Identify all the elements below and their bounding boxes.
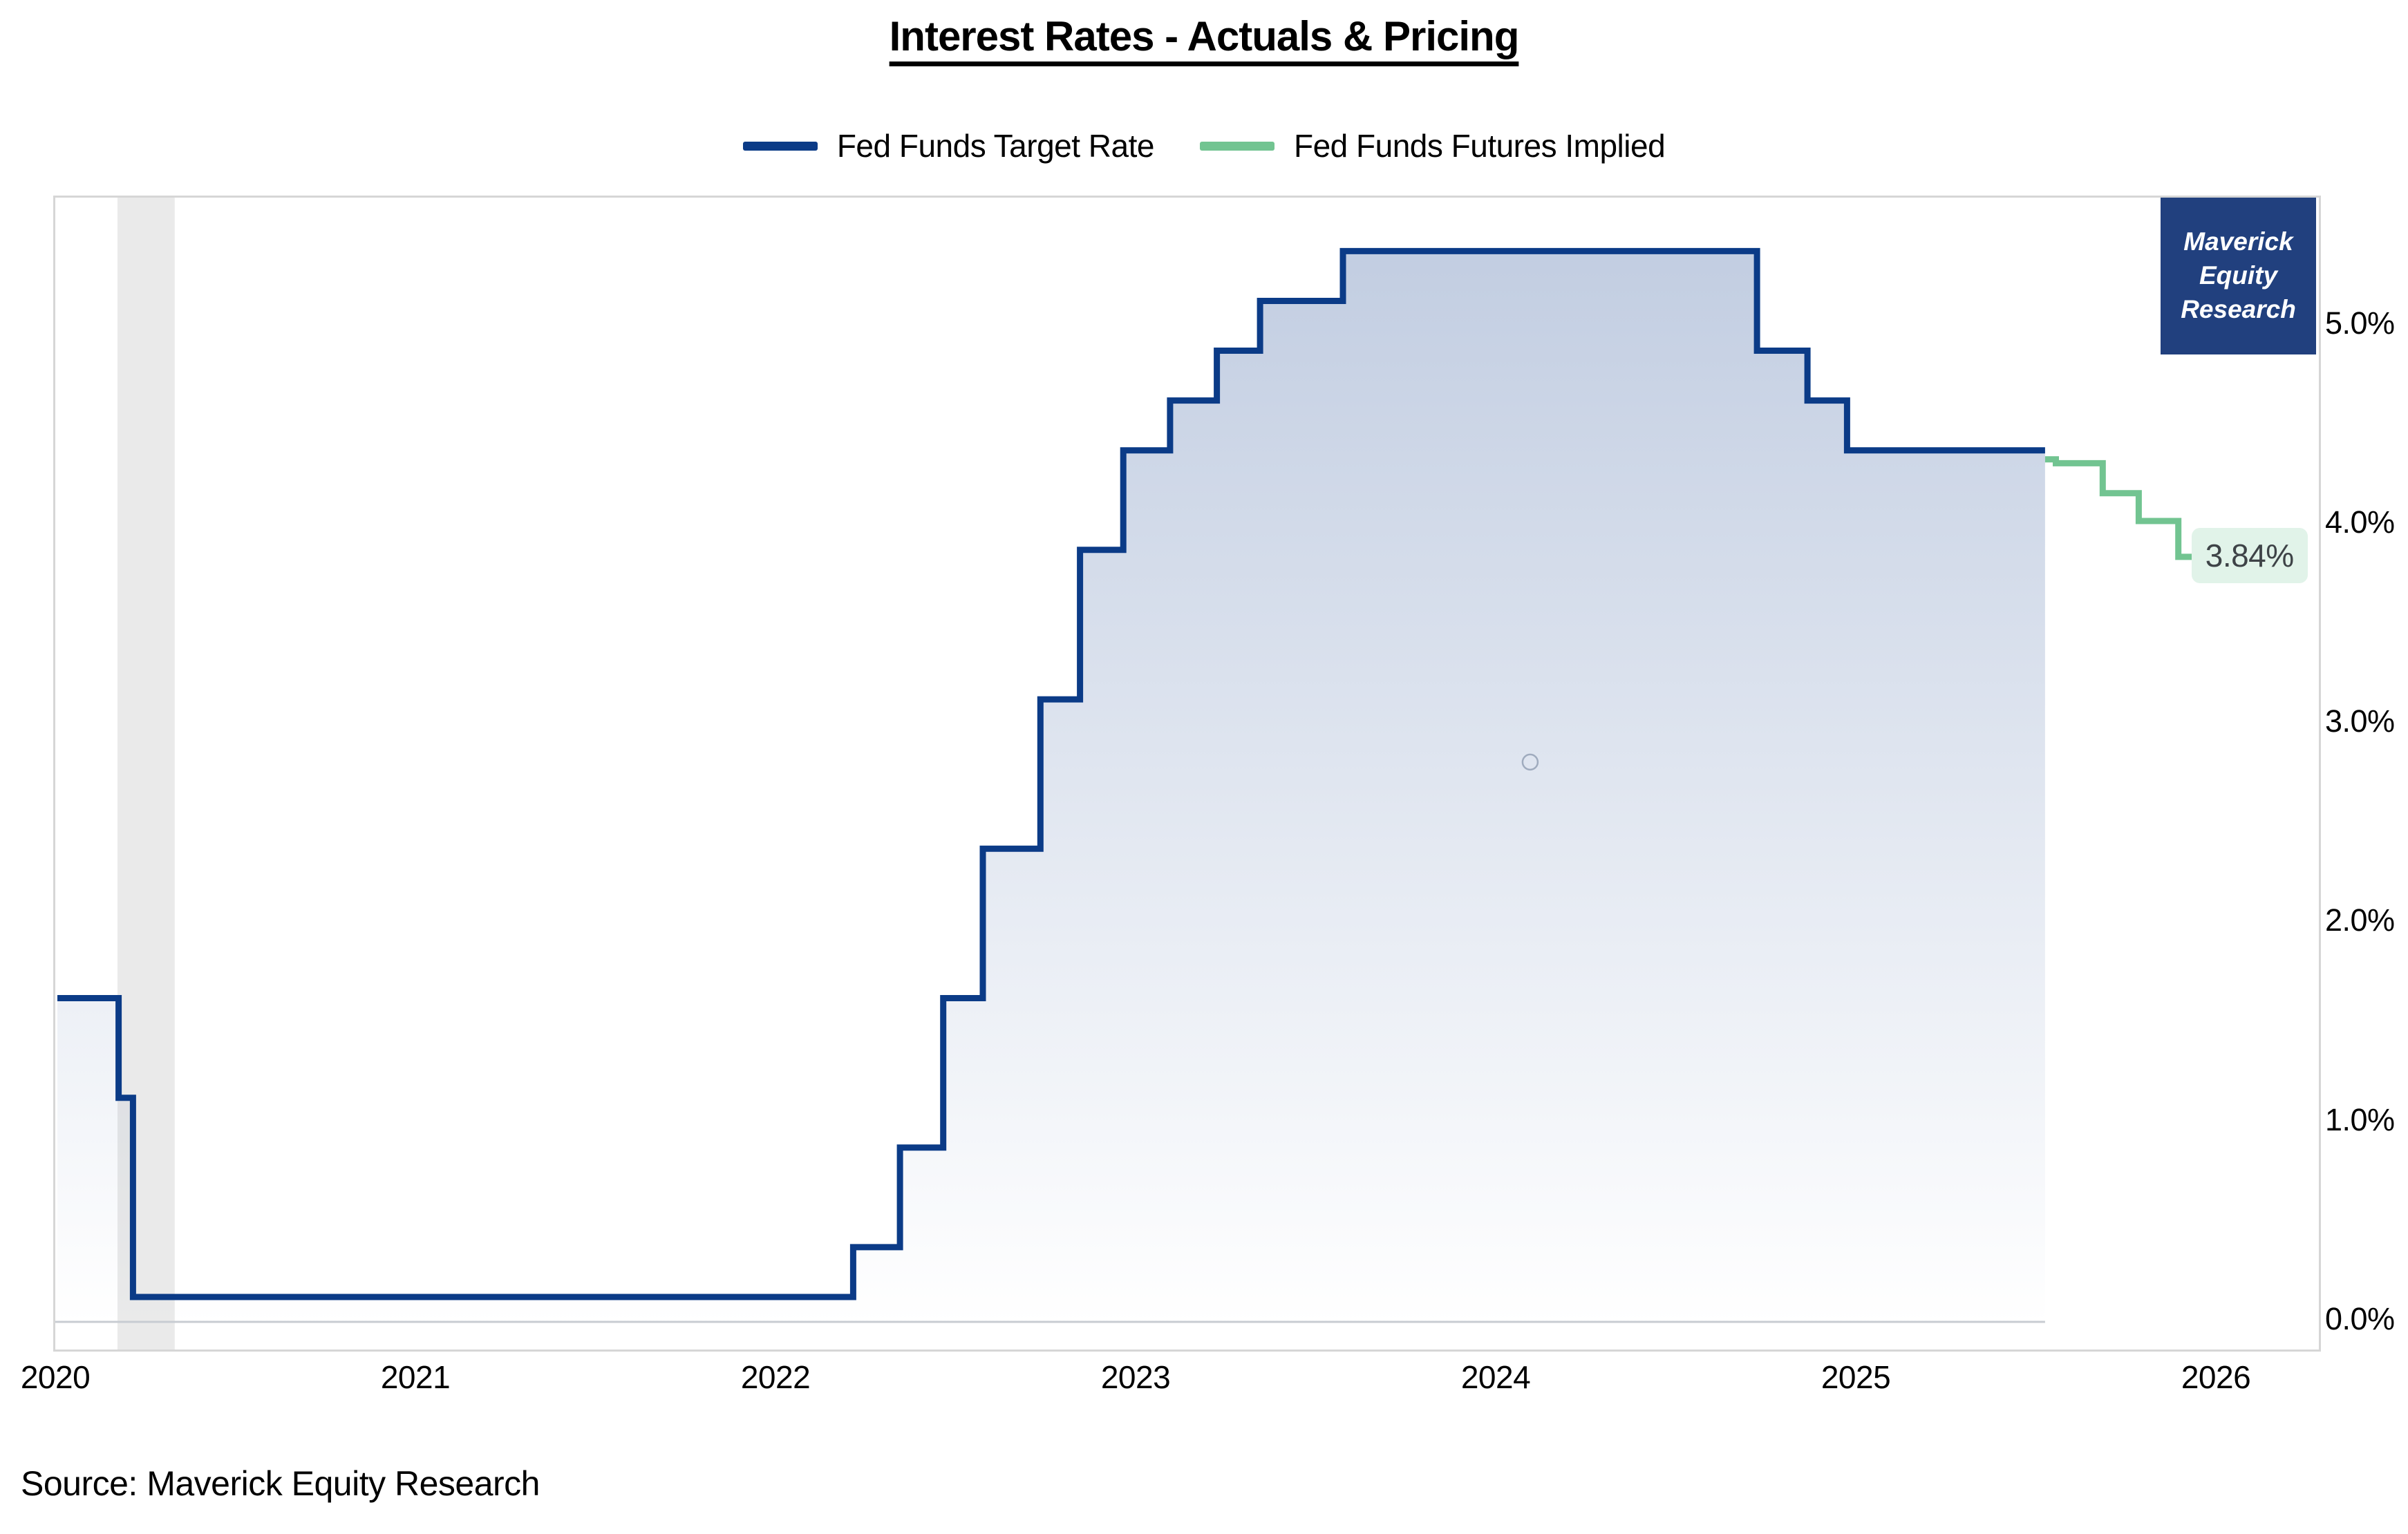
y-tick-label: 2.0% <box>2325 902 2395 938</box>
y-tick-label: 5.0% <box>2325 305 2395 341</box>
legend-label-target-rate: Fed Funds Target Rate <box>836 128 1155 164</box>
legend-item-futures-implied: Fed Funds Futures Implied <box>1199 127 1666 164</box>
x-tick-label: 2021 <box>380 1359 451 1395</box>
badge-line-1: Maverick <box>2183 227 2293 256</box>
x-tick-label: 2024 <box>1460 1359 1531 1395</box>
target-rate-area-fill <box>57 251 2045 1322</box>
badge-line-3: Research <box>2181 294 2296 323</box>
x-tick-label: 2025 <box>1821 1359 1891 1395</box>
target-rate-line <box>57 247 2045 1300</box>
x-tick-label: 2023 <box>1100 1359 1171 1395</box>
plot-area: Maverick Equity Research 3.84% <box>53 196 2321 1352</box>
futures-implied-value-label: 3.84% <box>2191 527 2308 583</box>
y-tick-label: 1.0% <box>2325 1101 2395 1137</box>
legend-item-target-rate: Fed Funds Target Rate <box>742 127 1155 164</box>
watermark-circle <box>1521 753 1539 771</box>
page-title: Interest Rates - Actuals & Pricing <box>889 13 1520 59</box>
x-tick-label: 2020 <box>20 1359 91 1395</box>
futures-implied-line-swatch <box>1199 141 1274 151</box>
maverick-equity-research-badge: Maverick Equity Research <box>2161 198 2316 354</box>
recession-band <box>117 198 175 1350</box>
badge-line-2: Equity <box>2199 261 2278 290</box>
x-tick-label: 2026 <box>2181 1359 2251 1395</box>
chart-svg <box>55 198 2197 1350</box>
y-tick-label: 3.0% <box>2325 703 2395 739</box>
target-rate-line-swatch <box>742 141 818 151</box>
legend-label-futures-implied: Fed Funds Futures Implied <box>1293 128 1666 164</box>
x-tick-label: 2022 <box>740 1359 811 1395</box>
futures-implied-line <box>2044 456 2197 560</box>
y-tick-label: 0.0% <box>2325 1301 2395 1336</box>
y-tick-label: 4.0% <box>2325 504 2395 540</box>
legend: Fed Funds Target Rate Fed Funds Futures … <box>0 127 2408 164</box>
source-note: Source: Maverick Equity Research <box>21 1464 540 1503</box>
